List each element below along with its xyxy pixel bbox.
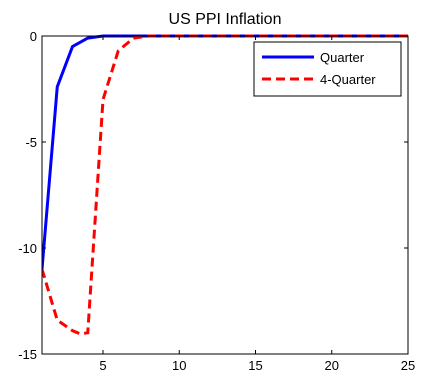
x-tick-label: 25 [401, 358, 415, 373]
y-tick-label: -15 [18, 347, 37, 362]
y-tick-label: -5 [25, 135, 37, 150]
legend-box [253, 41, 402, 97]
axis-ticks: 5 10 15 20 25 0 -5 -10 -15 [18, 29, 415, 373]
legend: Quarter 4-Quarter [253, 41, 402, 97]
x-tick-label: 5 [99, 358, 106, 373]
legend-label-2: 4-Quarter [320, 72, 376, 87]
x-tick-label: 20 [325, 358, 339, 373]
legend-label-1: Quarter [320, 50, 365, 65]
x-tick-label: 15 [248, 358, 262, 373]
plot-frame [41, 35, 409, 355]
y-tick-label: -10 [18, 241, 37, 256]
y-tick-label: 0 [30, 29, 37, 44]
chart-title: US PPI Inflation [169, 11, 282, 28]
x-tick-label: 10 [172, 358, 186, 373]
